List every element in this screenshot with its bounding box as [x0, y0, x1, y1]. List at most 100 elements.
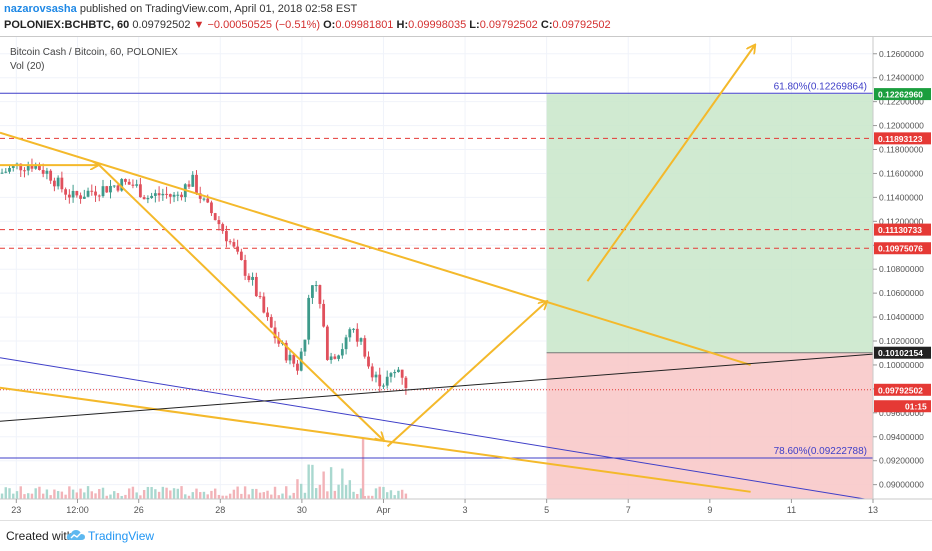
candle-body: [378, 374, 382, 387]
volume-bar: [329, 467, 333, 499]
volume-bar: [210, 490, 213, 499]
y-tick-label: 0.12400000: [879, 73, 924, 83]
candle-body: [124, 179, 127, 182]
candle-body: [348, 329, 352, 338]
candle-body: [322, 303, 326, 327]
candle-body: [273, 327, 277, 339]
volume-bar: [314, 488, 318, 499]
candle-body: [258, 296, 262, 298]
tradingview-brand-link[interactable]: TradingView: [88, 529, 155, 543]
projection-arrow-2: [586, 45, 754, 282]
candle-body: [11, 165, 15, 168]
x-tick-label: Apr: [376, 505, 390, 515]
chart-header: nazarovsasha published on TradingView.co…: [0, 0, 932, 36]
volume-bar: [285, 486, 288, 499]
volume-bar: [94, 493, 97, 499]
price-tag-bg: [874, 346, 931, 359]
upper-channel: [0, 131, 751, 366]
price-axis-bg: [873, 37, 932, 520]
volume-bar: [270, 494, 273, 499]
price-tag-bg: [874, 383, 931, 396]
symbol-label[interactable]: POLONIEX:BCHBTC, 60: [4, 19, 130, 31]
candle-body: [161, 193, 165, 196]
candle-body: [228, 241, 232, 243]
projection-arrow-1: [386, 302, 547, 448]
candle-body: [303, 339, 307, 352]
candle-body: [38, 164, 41, 170]
candle-body: [168, 194, 172, 197]
candle-body: [292, 354, 296, 364]
y-tick-label: 0.10200000: [879, 336, 924, 346]
last-price: 0.09792502: [129, 19, 191, 31]
candle-body: [52, 180, 56, 187]
volume-bar: [243, 486, 247, 499]
price-tag-label: 0.10975076: [878, 244, 923, 254]
candle-body: [131, 184, 135, 186]
price-change: −0.00050525 (−0.51%): [204, 19, 321, 31]
volume-bar: [150, 487, 153, 499]
x-tick-label: 30: [297, 505, 307, 515]
volume-bar: [352, 491, 355, 499]
candle-body: [404, 377, 408, 389]
candle-body: [247, 275, 251, 280]
volume-bar: [292, 492, 295, 499]
x-tick-label: 28: [215, 505, 225, 515]
candle-body: [363, 338, 367, 357]
candle-body: [359, 338, 363, 342]
volume-bar: [131, 486, 135, 499]
candle-body: [382, 385, 385, 387]
candle-body: [146, 198, 150, 200]
x-tick-label: 26: [134, 505, 144, 515]
volume-bar: [113, 491, 116, 499]
candle-body: [333, 356, 337, 359]
volume-bar: [75, 492, 79, 499]
candle-body: [266, 312, 269, 318]
author-link[interactable]: nazarovsasha: [4, 3, 77, 15]
created-with-label: Created with: [6, 529, 74, 543]
candle-body: [221, 224, 225, 232]
candle-body: [243, 259, 247, 276]
volume-bar: [68, 486, 71, 499]
volume-bar: [157, 491, 161, 499]
drop-arrow: [97, 163, 384, 440]
candle-body: [307, 297, 311, 340]
candle-body: [236, 246, 240, 252]
y-tick-label: 0.10000000: [879, 360, 924, 370]
volume-bar: [90, 491, 93, 499]
volume-bar: [378, 486, 381, 499]
candle-body: [254, 276, 258, 297]
y-tick-label: 0.11200000: [879, 216, 924, 226]
x-tick-label: 5: [544, 505, 549, 515]
candle-body: [397, 369, 400, 373]
price-tag-bg: [874, 242, 931, 255]
candle-body: [127, 181, 131, 185]
down-arrow-icon: ▼: [193, 19, 205, 31]
volume-bar: [23, 494, 26, 499]
chart-title: Bitcoin Cash / Bitcoin, 60, POLONIEX: [10, 47, 178, 58]
volume-bar: [206, 494, 209, 499]
loss-zone: [546, 352, 873, 499]
volume-bar: [322, 471, 325, 499]
volume-bar: [127, 488, 131, 499]
volume-bar: [232, 489, 236, 499]
candle-body: [385, 376, 389, 386]
candle-body: [198, 193, 202, 199]
volume-bar: [374, 488, 378, 499]
fib-level-label: 61.80%(0.12269864): [774, 81, 867, 92]
volume-bar: [333, 490, 337, 499]
volume-bar: [0, 493, 4, 499]
y-tick-label: 0.09400000: [879, 432, 924, 442]
blue-trend: [0, 357, 865, 500]
volume-bar: [56, 491, 60, 499]
price-chart[interactable]: 61.80%(0.12269864) 78.60%(0.09222788) Bit…: [0, 37, 932, 520]
candle-body: [195, 174, 198, 194]
volume-bar: [393, 495, 396, 499]
candle-body: [0, 172, 4, 174]
volume-bar: [199, 492, 202, 499]
black-trend: [0, 353, 874, 422]
y-tick-label: 0.09000000: [879, 480, 924, 490]
volume-bar: [382, 486, 385, 499]
high-label: H:: [396, 19, 409, 31]
candle-body: [60, 177, 64, 190]
volume-bar: [363, 495, 366, 499]
